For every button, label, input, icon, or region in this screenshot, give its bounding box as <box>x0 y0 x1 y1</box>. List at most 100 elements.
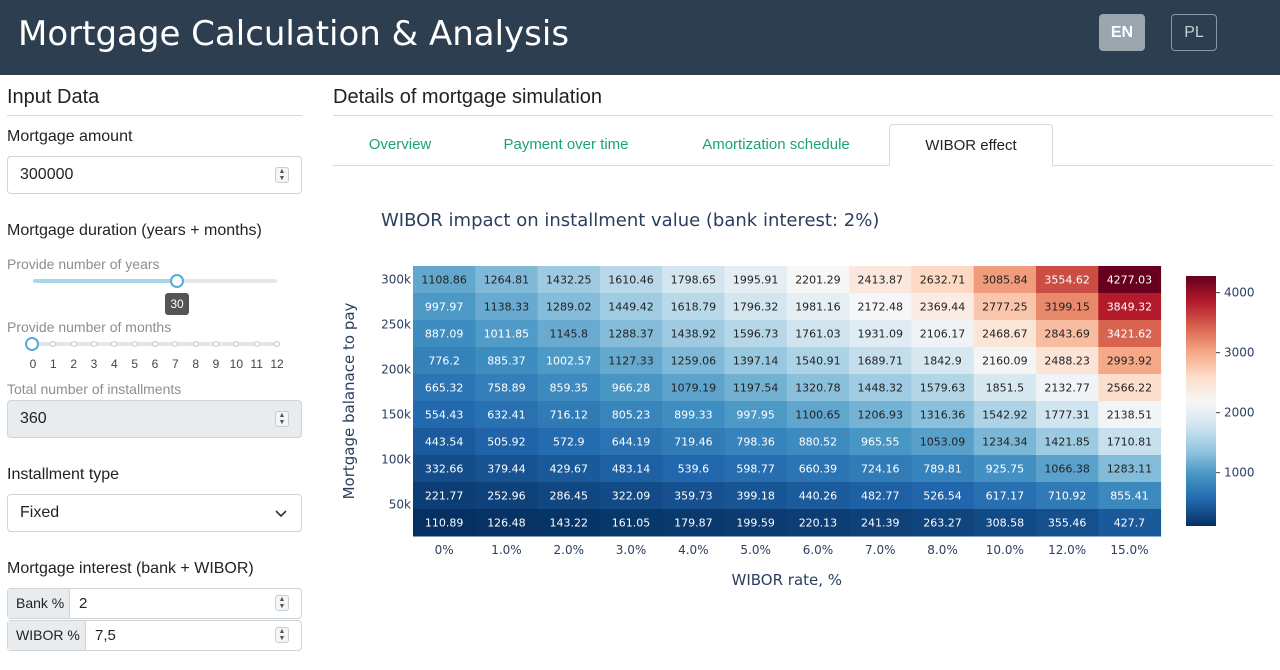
heatmap-cell <box>724 293 788 321</box>
months-slider-tick-label: 2 <box>70 357 77 371</box>
heatmap-cell-label: 880.52 <box>799 436 838 449</box>
heatmap-cell <box>599 455 663 483</box>
amount-value: 300000 <box>20 166 74 183</box>
heatmap-cell <box>849 374 912 402</box>
years-slider-handle[interactable] <box>170 274 184 288</box>
heatmap-cell <box>599 293 663 321</box>
heatmap-cell-label: 1206.93 <box>858 409 904 422</box>
heatmap-cell-label: 399.18 <box>736 490 775 503</box>
heatmap-cell <box>599 482 663 510</box>
tab-payment-over-time[interactable]: Payment over time <box>503 136 629 153</box>
heatmap-cell-label: 2468.67 <box>982 328 1028 341</box>
heatmap-cell-label: 379.44 <box>487 463 526 476</box>
heatmap-cell-label: 221.77 <box>425 490 464 503</box>
heatmap-cell-label: 1145.8 <box>550 328 589 341</box>
y-axis-title: Mortgage balanace to pay <box>340 302 358 499</box>
heatmap-cell <box>413 320 476 348</box>
heatmap-cell-label: 1079.19 <box>671 382 717 395</box>
x-tick-label: 8.0% <box>927 543 958 557</box>
heatmap-cell <box>973 482 1037 510</box>
tab-overview[interactable]: Overview <box>368 136 432 153</box>
heatmap-cell <box>973 347 1037 375</box>
spinner-icon[interactable]: ▲ ▼ <box>275 167 289 183</box>
tab-divider <box>333 165 1273 166</box>
installment-type-select[interactable]: Fixed <box>7 494 302 532</box>
months-slider-tick-label: 3 <box>90 357 98 371</box>
heatmap-cell-label: 997.95 <box>736 409 775 422</box>
heatmap-cell <box>724 401 788 429</box>
heatmap-cell-label: 539.6 <box>678 463 710 476</box>
months-slider-tick-label: 5 <box>131 357 138 371</box>
heatmap-cell <box>973 266 1037 294</box>
divider <box>7 115 302 116</box>
heatmap-cell-label: 1320.78 <box>795 382 841 395</box>
heatmap-cell-label: 1283.11 <box>1107 463 1153 476</box>
heatmap-cell-label: 359.73 <box>674 490 713 503</box>
heatmap-cell <box>475 455 539 483</box>
heatmap-cell-label: 2172.48 <box>858 301 904 314</box>
wibor-rate-input[interactable]: WIBOR % 7,5 ▲ ▼ <box>7 620 302 651</box>
heatmap-cell <box>786 347 850 375</box>
lang-pl-button[interactable]: PL <box>1171 14 1217 51</box>
heatmap-cell-label: 1138.33 <box>484 301 530 314</box>
heatmap-cell <box>1036 374 1099 402</box>
heatmap-cell <box>1098 428 1162 456</box>
months-slider-tick-label: 11 <box>250 357 263 371</box>
heatmap-cell-label: 2413.87 <box>858 274 904 287</box>
heatmap-cell <box>911 266 975 294</box>
heatmap-cell-label: 1234.34 <box>982 436 1028 449</box>
heatmap-cell-label: 2488.23 <box>1044 355 1090 368</box>
months-slider-tick-label: 12 <box>270 357 284 371</box>
installment-type-label: Installment type <box>7 466 120 483</box>
heatmap-cell-label: 1289.02 <box>546 301 592 314</box>
heatmap-cell-label: 1851.5 <box>986 382 1025 395</box>
heatmap-cell <box>973 293 1037 321</box>
heatmap-cell-label: 1579.63 <box>920 382 966 395</box>
heatmap-cell <box>475 266 539 294</box>
colorbar <box>1186 276 1216 526</box>
heatmap-cell <box>599 266 663 294</box>
heatmap-cell <box>786 482 850 510</box>
spinner-icon[interactable]: ▲ ▼ <box>275 411 289 427</box>
tab-amortization-schedule[interactable]: Amortization schedule <box>702 136 850 153</box>
heatmap-cell-label: 4277.03 <box>1107 274 1153 287</box>
duration-label: Mortgage duration (years + months) <box>7 222 262 239</box>
heatmap-cell <box>786 509 850 537</box>
heatmap-cell <box>911 374 975 402</box>
heatmap-cell-label: 632.41 <box>487 409 526 422</box>
months-slider-handle[interactable] <box>25 337 39 351</box>
heatmap-cell-label: 161.05 <box>612 517 651 530</box>
heatmap-cell <box>1098 293 1162 321</box>
heatmap-cell <box>786 320 850 348</box>
heatmap-cell <box>1036 428 1099 456</box>
heatmap-cell-label: 776.2 <box>428 355 460 368</box>
amount-input[interactable]: 300000 ▲ ▼ <box>7 156 302 194</box>
heatmap-cell <box>599 428 663 456</box>
heatmap-cell-label: 859.35 <box>550 382 589 395</box>
heatmap-cell-label: 126.48 <box>487 517 526 530</box>
heatmap-cell-label: 332.66 <box>425 463 464 476</box>
heatmap-cell <box>724 266 788 294</box>
spinner-icon[interactable]: ▲ ▼ <box>275 627 289 643</box>
spinner-icon[interactable]: ▲ ▼ <box>275 595 289 611</box>
heatmap-cell <box>724 320 788 348</box>
heatmap-cell <box>1098 347 1162 375</box>
heatmap-cell <box>911 509 975 537</box>
total-installments-input[interactable]: 360 ▲ ▼ <box>7 400 302 438</box>
lang-en-button[interactable]: EN <box>1099 14 1145 51</box>
bank-rate-input[interactable]: Bank % 2 ▲ ▼ <box>7 588 302 619</box>
months-slider-tick <box>172 341 179 347</box>
heatmap-cell-label: 644.19 <box>612 436 651 449</box>
heatmap-cell <box>662 293 725 321</box>
total-label: Total number of installments <box>7 381 182 397</box>
heatmap-cell-label: 724.16 <box>861 463 900 476</box>
heatmap-cell-label: 308.58 <box>986 517 1025 530</box>
heatmap-cell <box>537 266 601 294</box>
wibor-rate-addon: WIBOR % <box>8 621 86 650</box>
y-tick-label: 150k <box>381 408 411 422</box>
heatmap-cell-label: 429.67 <box>550 463 589 476</box>
heatmap-cell-label: 1108.86 <box>421 274 467 287</box>
tab-wibor-effect[interactable]: WIBOR effect <box>889 124 1053 166</box>
heatmap-cell <box>599 509 663 537</box>
heatmap-cell-label: 855.41 <box>1110 490 1149 503</box>
